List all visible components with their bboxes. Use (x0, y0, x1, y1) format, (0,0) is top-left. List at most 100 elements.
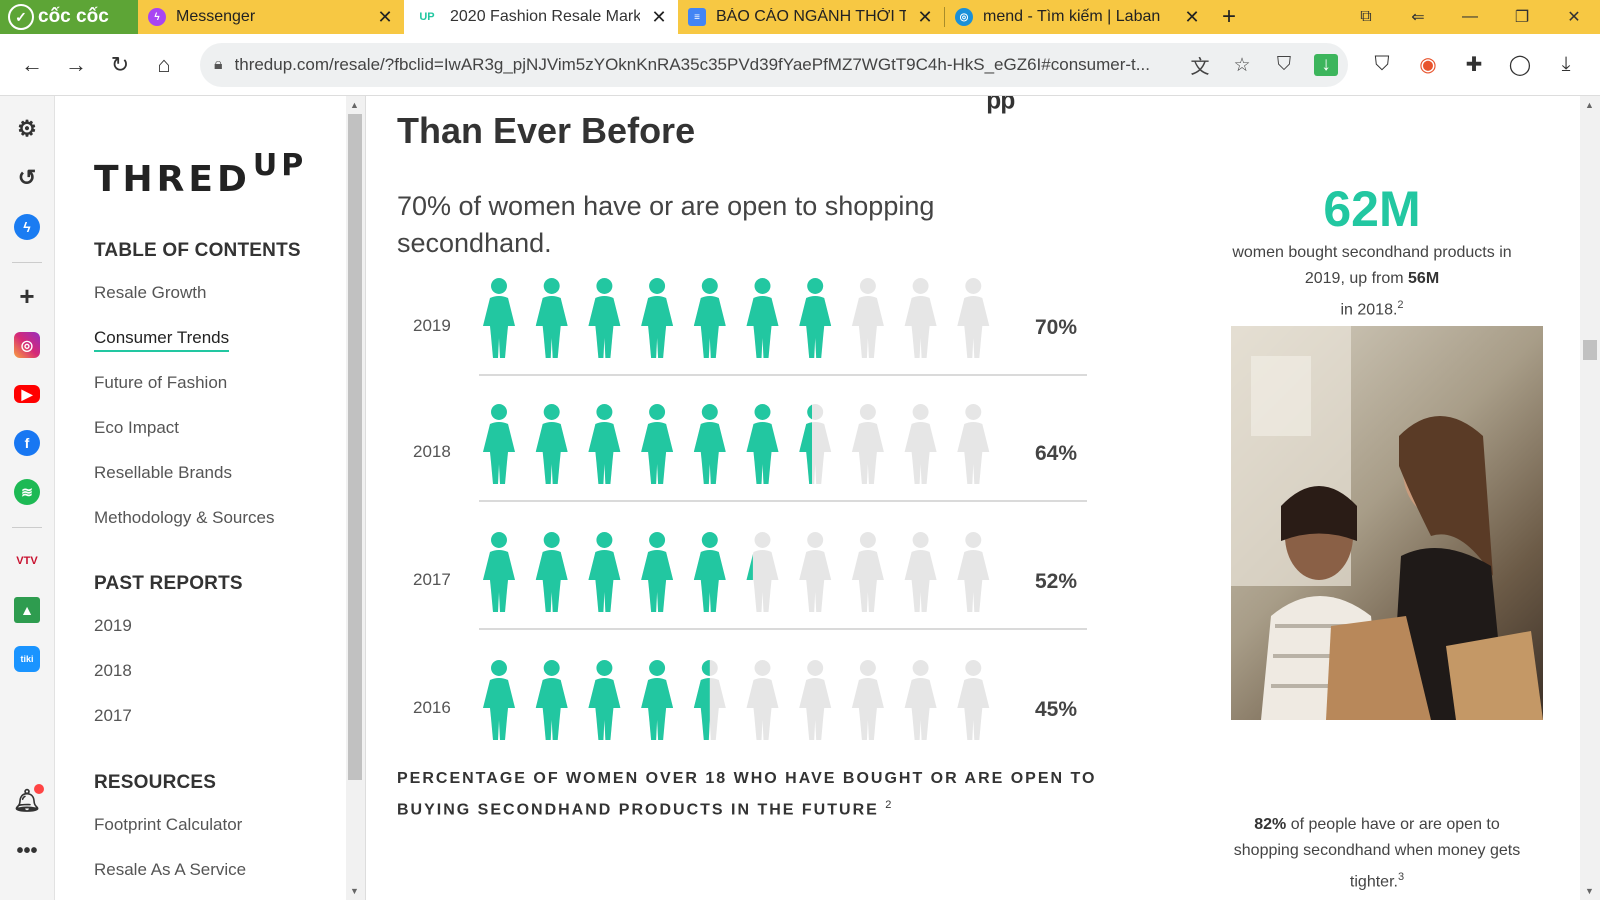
sidebar-divider (12, 262, 42, 263)
minimize-icon[interactable]: — (1462, 8, 1478, 25)
woman-figure-icon (851, 278, 884, 358)
woman-figure-icon (641, 660, 674, 740)
resource-footprint-calculator[interactable]: Footprint Calculator (94, 815, 243, 834)
study-cap-icon[interactable]: ▲ (14, 597, 40, 623)
woman-figure-icon (799, 532, 832, 612)
woman-figure-icon (641, 404, 674, 484)
new-tab-button[interactable]: + (1221, 3, 1236, 30)
coccoc-menu-button[interactable]: ✓ cốc cốc (0, 0, 138, 34)
lock-icon[interactable]: 🔒︎ (214, 56, 223, 73)
toc-item-methodology[interactable]: Methodology & Sources (94, 508, 275, 527)
chart-row-2017: 2017 52% (397, 530, 1097, 660)
sidebar-divider (12, 527, 42, 528)
google-docs-icon: ≡ (688, 8, 706, 26)
savior-download-icon[interactable]: ↓ (1314, 54, 1338, 76)
scroll-down-arrow-icon[interactable]: ▼ (350, 886, 359, 896)
past-report-2019[interactable]: 2019 (94, 616, 132, 635)
forward-icon[interactable]: → (65, 51, 87, 77)
home-icon[interactable]: ⌂ (157, 51, 171, 77)
icon-array (483, 404, 990, 484)
url-text[interactable]: thredup.com/resale/?fbclid=IwAR3g_pjNJVi… (234, 55, 1150, 74)
scroll-up-arrow-icon[interactable]: ▲ (1585, 100, 1594, 110)
tab-laban[interactable]: ◎ mend - Tìm kiếm | Laban ✕ (945, 0, 1211, 34)
spotify-icon[interactable]: ≋ (14, 479, 40, 505)
resources-heading: RESOURCES (94, 772, 217, 793)
page-scrollbar-thumb[interactable] (1583, 340, 1597, 360)
scroll-down-arrow-icon[interactable]: ▼ (1585, 886, 1594, 896)
settings-gear-icon[interactable]: ⚙ (17, 116, 37, 141)
row-divider (479, 374, 1087, 376)
extension-coccoc-icon[interactable]: ◉ (1419, 54, 1437, 76)
youtube-icon[interactable]: ▶ (14, 385, 40, 403)
tab-bar: ✓ cốc cốc ϟ Messenger ✕ UP 2020 Fashion … (0, 0, 1600, 34)
woman-figure-icon (641, 532, 674, 612)
address-bar[interactable]: 🔒︎ thredup.com/resale/?fbclid=IwAR3g_pjN… (200, 43, 1348, 87)
woman-figure-icon (483, 532, 515, 612)
reload-icon[interactable]: ↻ (110, 51, 130, 77)
thredup-logo[interactable]: THREDUP (94, 148, 307, 200)
woman-figure-icon (588, 278, 621, 358)
toc-item-future-of-fashion[interactable]: Future of Fashion (94, 373, 228, 392)
past-report-2018[interactable]: 2018 (94, 661, 132, 680)
stat-text-b: in 2018. (1340, 301, 1398, 319)
toc-scrollbar[interactable]: ▲ ▼ (346, 96, 366, 900)
toc-item-consumer-trends[interactable]: Consumer Trends (94, 328, 230, 352)
translate-icon[interactable]: 文 (1190, 56, 1210, 78)
close-icon[interactable]: ✕ (1184, 6, 1200, 27)
instagram-icon[interactable]: ◎ (14, 332, 40, 358)
notification-dot (34, 784, 44, 794)
back-icon[interactable]: ← (21, 51, 43, 77)
adblock-icon[interactable]: ⛉ (1374, 53, 1390, 75)
chart-row-year: 2019 (413, 316, 451, 335)
woman-figure-icon (904, 278, 937, 358)
more-icon[interactable]: ••• (16, 839, 38, 862)
scroll-up-arrow-icon[interactable]: ▲ (350, 100, 359, 110)
stat2-footnote[interactable]: 3 (1397, 871, 1405, 883)
chart-row-year: 2016 (413, 698, 451, 717)
toc-item-resale-growth[interactable]: Resale Growth (94, 283, 207, 302)
window-controls: ⧉ ⇐ — ❐ ✕ (1340, 0, 1600, 34)
close-icon[interactable]: ✕ (651, 6, 667, 27)
woman-figure-icon (904, 660, 937, 740)
close-icon[interactable]: ✕ (377, 6, 393, 27)
back-history-icon[interactable]: ⇐ (1411, 9, 1425, 26)
tab-messenger[interactable]: ϟ Messenger ✕ (138, 0, 404, 34)
woman-figure-icon (588, 660, 621, 740)
past-report-2017[interactable]: 2017 (94, 706, 132, 725)
extensions-puzzle-icon[interactable]: ✚ (1465, 54, 1483, 76)
tab-bao-cao[interactable]: ≡ BÁO CÁO NGÀNH THỜI T ✕ (678, 0, 944, 34)
page-scrollbar[interactable]: ▲ ▼ (1580, 96, 1600, 900)
downloads-icon[interactable]: ⤓ (1561, 53, 1571, 75)
woman-figure-icon (483, 660, 515, 740)
main-content: ᵖᵖ Than Ever Before 70% of women have or… (367, 96, 1580, 900)
history-icon[interactable]: ↺ (17, 165, 37, 190)
stat2-bold: 82% (1254, 816, 1287, 833)
stat-footnote[interactable]: 2 (1397, 299, 1404, 311)
close-icon[interactable]: ✕ (917, 6, 933, 27)
compass-icon: ◎ (955, 8, 973, 26)
toc-item-resellable-brands[interactable]: Resellable Brands (94, 463, 232, 482)
caption-footnote[interactable]: 2 (885, 799, 892, 811)
vtv-go-icon[interactable]: VTV (16, 555, 38, 567)
shield-icon[interactable]: ⛉ (1276, 54, 1292, 75)
chart-row-year: 2017 (413, 570, 451, 589)
bookmark-star-icon[interactable]: ☆ (1233, 54, 1251, 76)
messenger-app-icon[interactable]: ϟ (14, 214, 40, 240)
tiki-icon[interactable]: tiki (14, 646, 40, 672)
chart-caption: PERCENTAGE OF WOMEN OVER 18 WHO HAVE BOU… (397, 766, 1117, 823)
tab-thredup[interactable]: UP 2020 Fashion Resale Mark ✕ (404, 0, 678, 34)
restore-icon[interactable]: ❐ (1514, 9, 1530, 26)
woman-figure-icon (483, 404, 515, 484)
resource-resale-as-a-service[interactable]: Resale As A Service (94, 860, 247, 879)
add-app-icon[interactable]: + (19, 280, 35, 311)
profile-icon[interactable]: ◯ (1508, 54, 1532, 76)
facebook-icon[interactable]: f (14, 430, 40, 456)
thredup-favicon: UP (419, 11, 435, 23)
woman-figure-icon (588, 532, 621, 612)
chart-row-percent: 45% (1035, 698, 1078, 721)
woman-figure-icon (746, 660, 779, 740)
window-close-icon[interactable]: ✕ (1567, 9, 1581, 26)
tab-search-icon[interactable]: ⧉ (1360, 8, 1372, 25)
toc-item-eco-impact[interactable]: Eco Impact (94, 418, 180, 437)
toc-scrollbar-thumb[interactable] (348, 114, 362, 780)
